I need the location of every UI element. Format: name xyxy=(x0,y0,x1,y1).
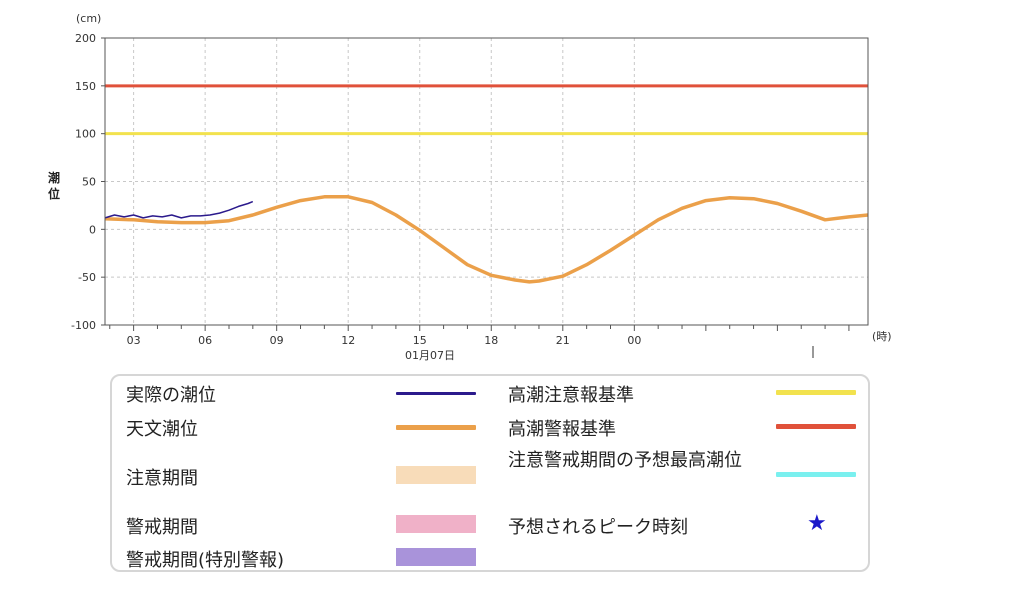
legend-label-peak-time: 予想されるピーク時刻 xyxy=(508,517,688,538)
legend-swatch-predicted-max xyxy=(776,472,856,477)
plot-border xyxy=(104,37,869,326)
x-tick-label: 06 xyxy=(198,334,212,347)
legend-swatch-warning-period xyxy=(396,515,476,533)
x-tick-label: 03 xyxy=(127,334,141,347)
legend-label-advisory-threshold: 高潮注意報基準 xyxy=(508,385,634,406)
astronomical-tide-line xyxy=(104,195,869,284)
y-axis-label-1: 潮 xyxy=(48,170,60,185)
y-tick-label: 200 xyxy=(75,32,96,45)
y-tick-label: -50 xyxy=(78,271,96,284)
chart-grid xyxy=(101,37,868,331)
y-tick-labels: 200 150 100 50 0 -50 -100 xyxy=(71,32,96,332)
legend-swatch-special-warning-period xyxy=(396,548,476,566)
x-tick-label: 00 xyxy=(627,334,641,347)
y-tick-label: 0 xyxy=(89,223,96,236)
x-unit-label: (時) xyxy=(872,330,892,343)
legend-swatch-astronomical-tide xyxy=(396,425,476,430)
legend-label-actual-tide: 実際の潮位 xyxy=(126,385,216,406)
x-tick-labels: 03 06 09 12 15 18 21 00 xyxy=(127,334,642,347)
series-lines xyxy=(104,195,869,284)
legend-label-predicted-max: 注意警戒期間の予想最高潮位 xyxy=(508,450,742,471)
threshold-lines xyxy=(105,84,868,136)
y-tick-label: 50 xyxy=(82,176,96,189)
y-tick-label: 150 xyxy=(75,80,96,93)
legend-swatch-actual-tide xyxy=(396,392,476,395)
date-label: 01月07日 xyxy=(405,349,455,362)
legend-label-caution-period: 注意期間 xyxy=(126,468,198,489)
tide-chart: 200 150 100 50 0 -50 -100 03 06 09 12 15 18 21 00 (cm… xyxy=(48,12,892,362)
star-icon: ★ xyxy=(807,511,827,536)
x-tick-label: 15 xyxy=(413,334,427,347)
legend-swatch-advisory-threshold xyxy=(776,390,856,395)
x-tick-label: 21 xyxy=(556,334,570,347)
legend-label-astronomical-tide: 天文潮位 xyxy=(126,419,198,440)
y-unit-label: (cm) xyxy=(76,12,101,25)
x-tick-label: 12 xyxy=(341,334,355,347)
legend-label-special-warning-period: 警戒期間(特別警報) xyxy=(126,550,285,571)
legend-swatch-warning-threshold xyxy=(776,424,856,429)
y-axis-label-2: 位 xyxy=(48,186,60,201)
x-tick-label: 18 xyxy=(484,334,498,347)
actual-tide-line xyxy=(104,200,254,219)
y-tick-label: -100 xyxy=(71,319,96,332)
y-tick-label: 100 xyxy=(75,128,96,141)
x-tick-label: 09 xyxy=(270,334,284,347)
legend-label-warning-threshold: 高潮警報基準 xyxy=(508,419,616,440)
legend-panel: 実際の潮位 天文潮位 注意期間 警戒期間 警戒期間(特別警報) 高潮注意報基準 … xyxy=(110,374,870,572)
legend-label-warning-period: 警戒期間 xyxy=(126,517,198,538)
legend-swatch-caution-period xyxy=(396,466,476,484)
